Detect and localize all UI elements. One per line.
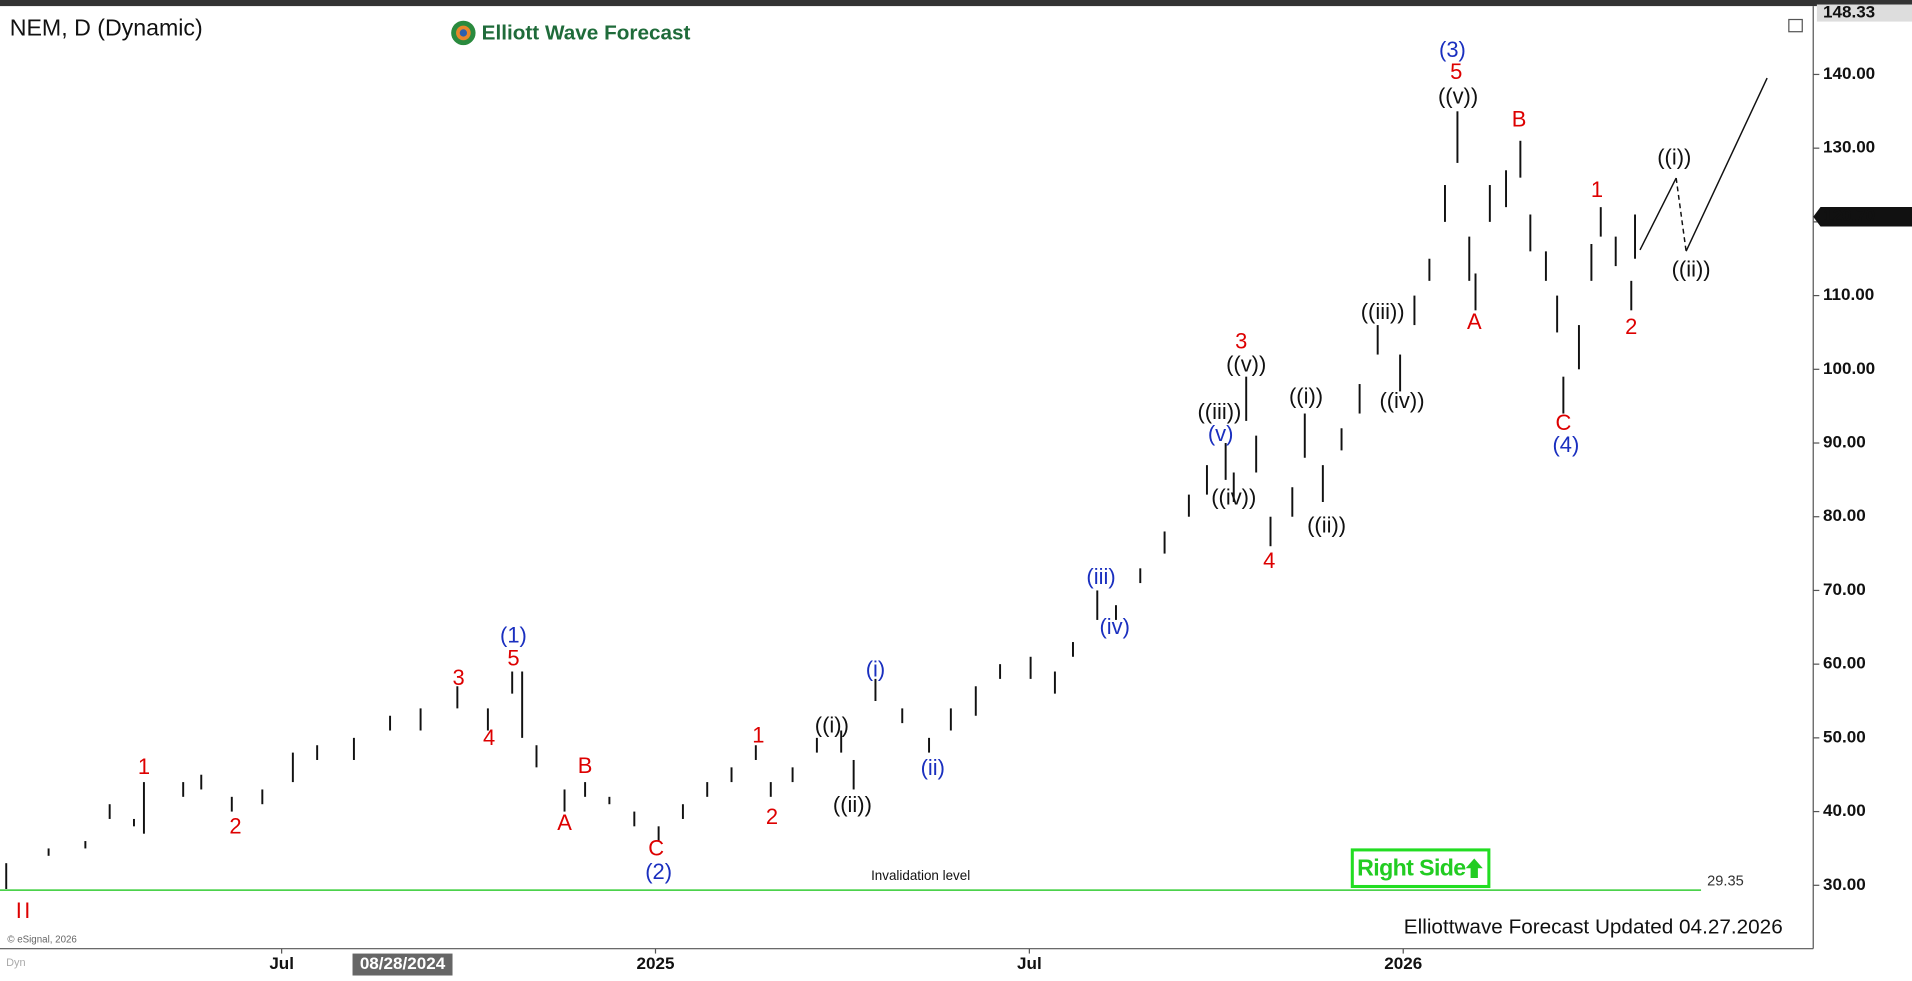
wave-label: (i): [866, 656, 886, 681]
wave-label: (iii): [1086, 564, 1115, 589]
corner-tag: Dyn: [6, 957, 26, 969]
chart-title: NEM, D (Dynamic): [10, 14, 203, 40]
logo: Elliott Wave Forecast: [451, 20, 691, 46]
y-tick-label: 80.00: [1823, 506, 1866, 525]
y-tick-label: 110.00: [1823, 285, 1874, 304]
top-value-label: 148.33: [1823, 3, 1875, 22]
invalidation-label: Invalidation level: [871, 868, 970, 883]
wave-label: 1: [752, 722, 764, 747]
x-tick-label: Jul: [1017, 954, 1042, 973]
wave-label: 1: [1591, 177, 1603, 202]
wave-label: C: [1555, 410, 1571, 435]
crosshair-date: 08/28/2024: [360, 954, 446, 973]
wave-label: 4: [483, 725, 495, 750]
y-tick-label: 140.00: [1823, 64, 1875, 83]
y-tick-label: 100.00: [1823, 359, 1875, 378]
wave-label: A: [557, 810, 572, 835]
wave-label: 3: [453, 665, 465, 690]
wave-label: (1): [500, 622, 527, 647]
wave-label: ((ii)): [1672, 257, 1711, 282]
x-tick-label: 2026: [1384, 954, 1422, 973]
wave-label: A: [1467, 309, 1482, 334]
wave-label: 5: [1450, 59, 1462, 84]
wave-label: ((i)): [815, 713, 849, 738]
wave-label: ((ii)): [1307, 513, 1346, 538]
projection-line: [1685, 77, 1768, 252]
wave-label: ((iii)): [1361, 299, 1405, 324]
wave-label: 2: [229, 814, 241, 839]
top-border: [0, 0, 1912, 7]
wave-label: 3: [1235, 328, 1247, 353]
price-bars: [5, 111, 1636, 889]
wave-label: ((iv)): [1211, 485, 1256, 510]
y-tick-label: 40.00: [1823, 801, 1866, 820]
wave-label: ((iv)): [1379, 388, 1424, 413]
last-price-box: [1813, 206, 1912, 227]
crosshair-date-box: [352, 953, 453, 976]
wave-label: ((v)): [1438, 83, 1478, 108]
wave-label: 2: [766, 804, 778, 829]
last-price-label: 120.70: [1823, 206, 1875, 225]
top-value-box: [1816, 4, 1912, 22]
logo-icon: [459, 29, 468, 37]
wave-label: ((ii)): [833, 792, 872, 817]
badge-arrow: [1465, 858, 1483, 878]
wave-label: 2: [1625, 314, 1637, 339]
copyright: © eSignal, 2026: [7, 935, 77, 946]
wave-label: (ii): [921, 755, 945, 780]
wave-label: B: [1512, 107, 1527, 132]
badge: Right Side: [1350, 848, 1491, 889]
wave-label: (iv): [1099, 614, 1129, 639]
invalidation-value: 29.35: [1707, 873, 1744, 889]
wave-label: 1: [138, 754, 150, 779]
logo-text: Elliott Wave Forecast: [482, 22, 691, 45]
y-tick-label: 90.00: [1823, 433, 1866, 452]
wave-label: ((i)): [1289, 383, 1323, 408]
wave-label: (2): [645, 859, 672, 884]
x-tick-label: 2025: [637, 954, 675, 973]
y-tick-label: 70.00: [1823, 580, 1866, 599]
wave-label: ((iii)): [1197, 399, 1241, 424]
wave-label: C: [648, 836, 664, 861]
wave-label: 5: [507, 646, 519, 671]
window-icon[interactable]: [1788, 18, 1803, 33]
y-tick-label: 30.00: [1823, 875, 1866, 894]
projection-line: [1639, 177, 1677, 251]
wave-label: (v): [1208, 421, 1234, 446]
wave-label: ((v)): [1226, 352, 1266, 377]
wave-label: II: [16, 898, 33, 923]
x-tick-label: Jul: [269, 954, 294, 973]
wave-label: B: [578, 753, 593, 778]
y-tick-label: 130.00: [1823, 138, 1875, 157]
wave-label: ((i)): [1657, 144, 1691, 169]
footer: Elliottwave Forecast Updated 04.27.2026: [1404, 915, 1783, 938]
wave-label: (3): [1439, 37, 1466, 62]
wave-label: (4): [1552, 432, 1579, 457]
projection-line: [1675, 177, 1687, 252]
y-tick-label: 50.00: [1823, 727, 1866, 746]
wave-label: 4: [1263, 548, 1275, 573]
y-tick-label: 60.00: [1823, 654, 1866, 673]
badge-text: Right Side: [1357, 855, 1466, 881]
